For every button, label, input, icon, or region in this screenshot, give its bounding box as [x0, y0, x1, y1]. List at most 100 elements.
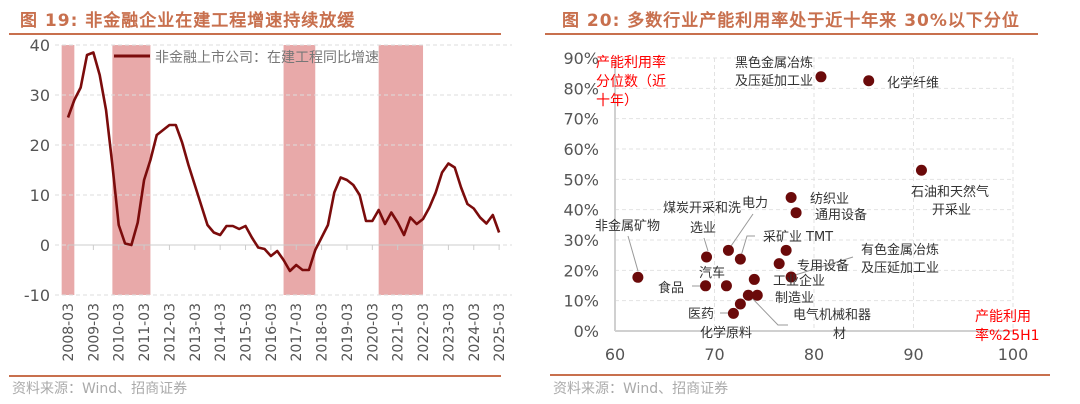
x-tick-label: 2016-03	[264, 303, 280, 362]
point-label: 及压延加工业	[861, 261, 939, 276]
point-label: 黑色金属冶炼	[735, 55, 813, 71]
y-tick-label: 10%	[563, 292, 599, 311]
point-label: 煤炭开采和洗	[663, 201, 741, 216]
left-footer-rule	[9, 375, 501, 377]
point-label: 及压延加工业	[735, 74, 813, 89]
left-panel: 图 19: 非金融企业在建工程增速持续放缓 资料来源：Wind、招商证券	[9, 11, 501, 397]
x-tick-label: 2010-03	[112, 303, 128, 362]
point-label: 电力	[742, 196, 768, 211]
y-tick-label: 70%	[563, 110, 599, 129]
x-tick-label: 2019-03	[340, 303, 356, 362]
y-axis-label: 产能利用率	[596, 54, 666, 71]
data-point	[751, 289, 763, 301]
x-tick-label: 2014-03	[213, 303, 229, 362]
point-label: 非金属矿物	[595, 218, 660, 234]
left-chart-title: 图 19: 非金融企业在建工程增速持续放缓	[20, 11, 356, 31]
y-tick-label: 90%	[563, 49, 599, 68]
point-label: 采矿业	[763, 230, 802, 245]
x-tick-label: 70	[704, 345, 724, 364]
y-tick-label: 0	[40, 236, 50, 255]
recession-shade	[61, 45, 75, 295]
x-tick-label: 2020-03	[365, 303, 381, 362]
x-tick-label: 2013-03	[188, 303, 204, 362]
x-tick-label: 2012-03	[162, 303, 178, 362]
x-tick-label: 100	[998, 345, 1029, 364]
point-label: 电气机械和器	[793, 307, 871, 323]
recession-shade	[112, 45, 151, 295]
data-point	[785, 271, 797, 283]
y-tick-label: 30%	[563, 231, 599, 250]
leader-line	[627, 235, 639, 272]
data-point	[915, 164, 927, 176]
recession-shade	[378, 45, 424, 295]
data-point	[748, 273, 760, 285]
point-label: 化学原料	[700, 325, 752, 341]
y-axis-label: 十年）	[596, 93, 638, 109]
point-label: 材	[833, 327, 846, 342]
leader-line	[703, 237, 709, 252]
x-tick-label: 2011-03	[137, 303, 153, 362]
point-label: 工业企业	[773, 273, 825, 289]
data-point	[742, 289, 754, 301]
x-tick-label: 2022-03	[416, 303, 432, 362]
y-axis-label: 分位数（近	[596, 74, 666, 90]
point-label: 医药	[688, 307, 714, 322]
left-title-rule	[9, 33, 501, 35]
point-label: 通用设备	[815, 207, 867, 223]
legend-label: 非金融上市公司：在建工程同比增速	[155, 49, 379, 66]
point-label: 有色金属冶炼	[861, 242, 939, 258]
x-tick-label: 2017-03	[289, 303, 305, 362]
x-tick-label: 80	[804, 345, 824, 364]
data-point	[780, 244, 792, 256]
y-tick-label: 20	[30, 136, 50, 155]
data-point	[701, 251, 713, 263]
data-point	[700, 280, 712, 292]
data-point	[727, 307, 739, 319]
point-label: 专用设备	[797, 258, 849, 274]
x-tick-label: 2018-03	[315, 303, 331, 362]
right-chart-title: 图 20: 多数行业产能利用率处于近十年来 30%以下分位	[562, 11, 1020, 31]
data-point	[722, 244, 734, 256]
leader-line	[791, 256, 854, 277]
point-label: 食品	[658, 280, 684, 296]
y-tick-label: 50%	[563, 170, 599, 189]
y-tick-label: 30	[30, 86, 50, 105]
data-point	[773, 258, 785, 270]
y-tick-label: 20%	[563, 261, 599, 280]
y-tick-label: 0%	[574, 322, 599, 341]
right-title-rule	[545, 33, 1038, 35]
point-label: 纺织业	[810, 192, 849, 207]
right-footer-rule	[550, 374, 1050, 376]
leader-line	[749, 295, 788, 326]
data-point	[785, 192, 797, 204]
y-tick-label: 60%	[563, 140, 599, 159]
x-tick-label: 2021-03	[391, 303, 407, 362]
point-label: 开采业	[932, 203, 971, 218]
x-tick-label: 2008-03	[61, 303, 77, 362]
point-label: 石油和天然气	[911, 184, 989, 200]
x-tick-label: 2015-03	[239, 303, 255, 362]
x-tick-label: 60	[605, 345, 625, 364]
leader-line	[728, 213, 754, 250]
y-tick-label: 40%	[563, 201, 599, 220]
point-label: TMT	[805, 230, 833, 245]
data-point	[790, 207, 802, 219]
y-tick-label: 10	[30, 186, 50, 205]
point-label: 制造业	[775, 291, 814, 306]
data-point	[734, 298, 746, 310]
y-tick-label: 80%	[563, 79, 599, 98]
y-tick-label: -10	[24, 286, 50, 305]
data-point	[863, 75, 875, 87]
x-tick-label: 2023-03	[441, 303, 457, 362]
x-axis-label: 率%25H1	[975, 327, 1040, 344]
point-label: 汽车	[699, 265, 725, 281]
series-line	[66, 51, 501, 273]
left-source: 资料来源：Wind、招商证券	[12, 381, 188, 397]
data-point	[720, 280, 732, 292]
data-point	[815, 71, 827, 83]
x-tick-label: 2024-03	[467, 303, 483, 362]
point-label: 选业	[690, 221, 716, 236]
y-tick-label: 40	[30, 36, 50, 55]
data-point	[632, 271, 644, 283]
